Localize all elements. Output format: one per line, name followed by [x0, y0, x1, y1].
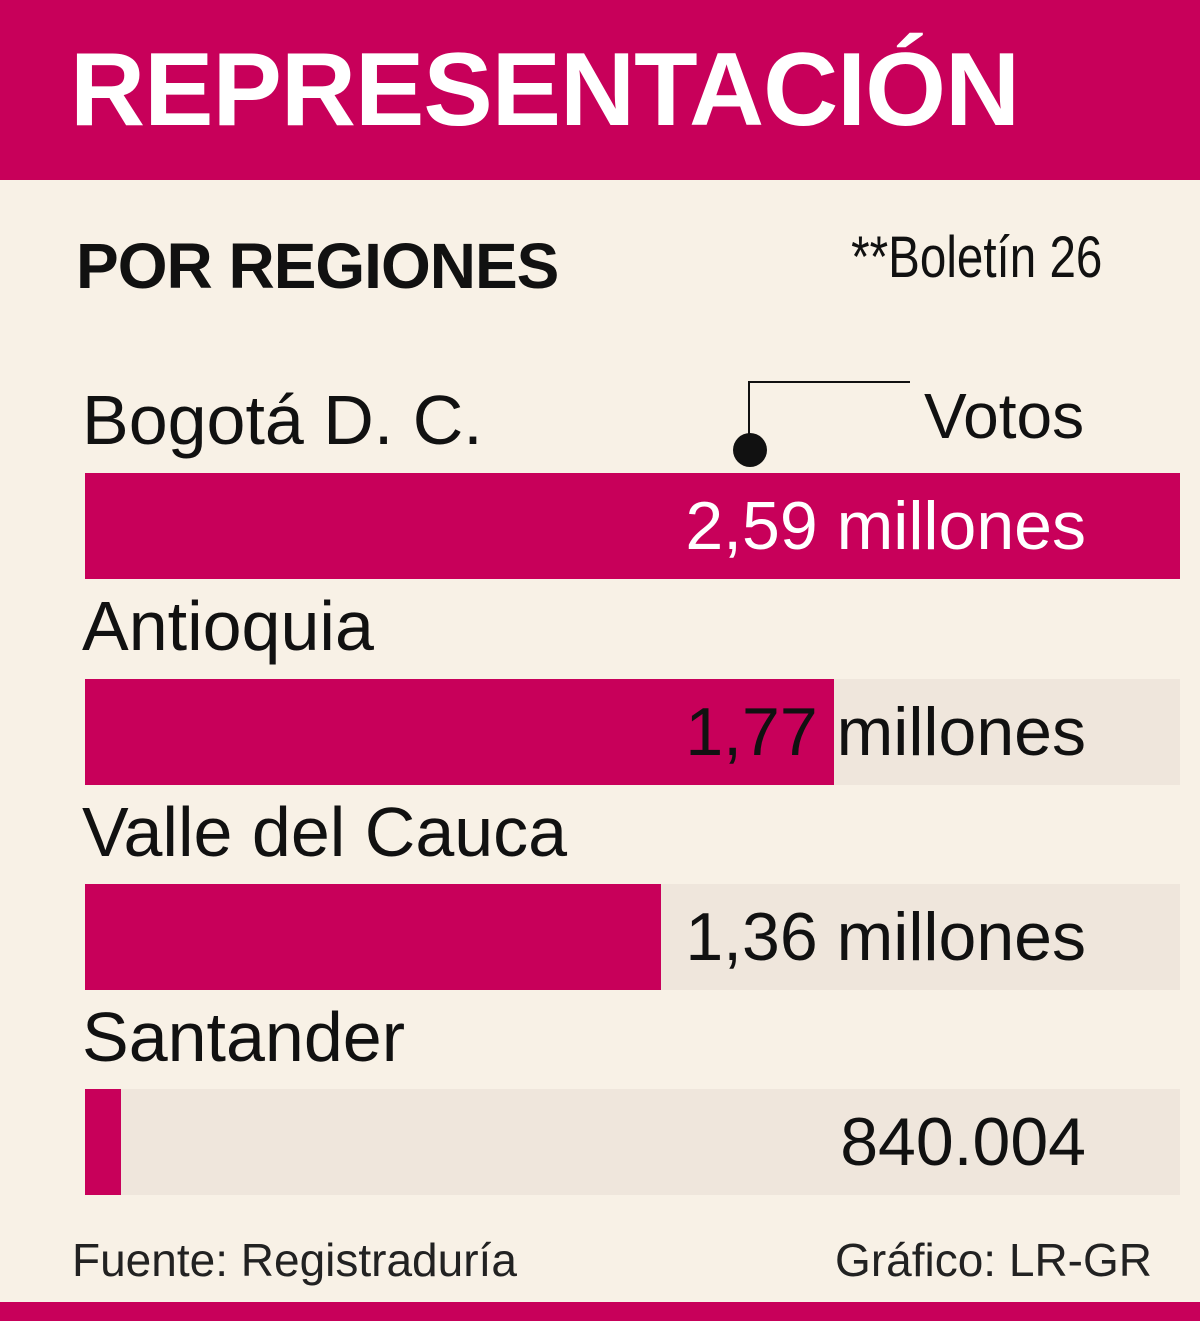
- bar-track: 840.004: [85, 1089, 1180, 1195]
- category-label: Santander: [82, 998, 406, 1076]
- category-label: Antioquia: [82, 587, 374, 665]
- legend-leader-horizontal: [748, 381, 910, 383]
- bar: [85, 473, 1180, 579]
- bulletin-note: **Boletín 26: [850, 225, 1102, 290]
- data-label: 840.004: [840, 1104, 1086, 1180]
- chart-subtitle: POR REGIONES: [76, 230, 559, 302]
- legend-leader-dot: [733, 433, 767, 467]
- data-label: 1,77 millones: [685, 694, 1086, 770]
- bar: [85, 679, 834, 785]
- legend-leader-vertical: [748, 381, 750, 447]
- bar: [85, 1089, 122, 1195]
- source-credit: Fuente: Registraduría: [72, 1234, 517, 1286]
- bar-track: 2,59 millones: [85, 473, 1180, 579]
- data-label: 2,59 millones: [685, 488, 1086, 564]
- category-label: Valle del Cauca: [82, 793, 568, 871]
- data-label: 1,36 millones: [685, 899, 1086, 975]
- footer-bar: [0, 1302, 1200, 1321]
- legend-label-votos: Votos: [924, 380, 1085, 452]
- header-banner: REPRESENTACIÓN: [0, 0, 1200, 180]
- category-label: Bogotá D. C.: [82, 381, 483, 459]
- bar-track: 1,36 millones: [85, 884, 1180, 990]
- bar: [85, 884, 661, 990]
- graphic-credit: Gráfico: LR-GR: [835, 1234, 1152, 1286]
- bar-track: 1,77 millones: [85, 679, 1180, 785]
- page-title: REPRESENTACIÓN: [70, 32, 1020, 148]
